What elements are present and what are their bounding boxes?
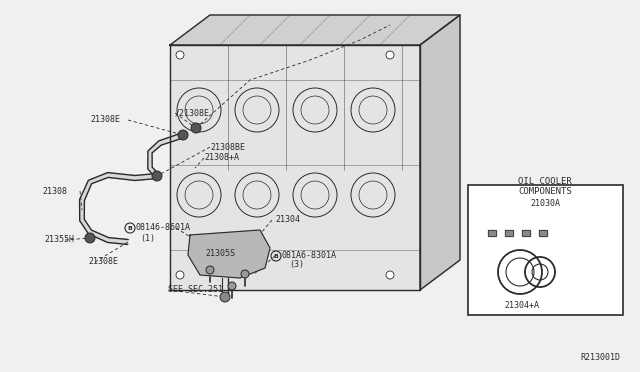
Polygon shape bbox=[505, 230, 513, 236]
Circle shape bbox=[228, 282, 236, 290]
Circle shape bbox=[85, 233, 95, 243]
Circle shape bbox=[241, 270, 249, 278]
Text: 21308+A: 21308+A bbox=[204, 154, 239, 163]
Polygon shape bbox=[170, 15, 460, 45]
Bar bbox=[468, 185, 623, 315]
Text: B: B bbox=[273, 253, 278, 259]
Polygon shape bbox=[488, 230, 496, 236]
Text: 21305S: 21305S bbox=[205, 248, 235, 257]
Text: 21304: 21304 bbox=[275, 215, 300, 224]
Text: 21308E: 21308E bbox=[90, 115, 120, 125]
Polygon shape bbox=[539, 230, 547, 236]
Polygon shape bbox=[79, 173, 157, 244]
Text: 21308E: 21308E bbox=[88, 257, 118, 266]
Text: OIL COOLER: OIL COOLER bbox=[518, 177, 572, 186]
Text: 08146-8601A: 08146-8601A bbox=[136, 224, 191, 232]
Polygon shape bbox=[522, 230, 530, 236]
Text: B: B bbox=[127, 225, 132, 231]
Text: COMPONENTS: COMPONENTS bbox=[518, 186, 572, 196]
Circle shape bbox=[176, 51, 184, 59]
Circle shape bbox=[176, 271, 184, 279]
Circle shape bbox=[178, 130, 188, 140]
Text: 21308BE: 21308BE bbox=[210, 142, 245, 151]
Polygon shape bbox=[148, 133, 184, 178]
Text: 081A6-8301A: 081A6-8301A bbox=[282, 251, 337, 260]
Text: 21304+A: 21304+A bbox=[504, 301, 540, 311]
Text: /21308E: /21308E bbox=[175, 109, 210, 118]
Polygon shape bbox=[170, 45, 420, 290]
Circle shape bbox=[191, 123, 201, 133]
Circle shape bbox=[220, 292, 230, 302]
Text: 21308: 21308 bbox=[42, 186, 67, 196]
Circle shape bbox=[152, 171, 162, 181]
Polygon shape bbox=[420, 15, 460, 290]
Text: R213001D: R213001D bbox=[580, 353, 620, 362]
Circle shape bbox=[386, 51, 394, 59]
Text: SEE SEC.251: SEE SEC.251 bbox=[168, 285, 223, 295]
Text: 21355H: 21355H bbox=[44, 235, 74, 244]
Text: 21030A: 21030A bbox=[530, 199, 560, 208]
Text: (1): (1) bbox=[140, 234, 155, 243]
Circle shape bbox=[386, 271, 394, 279]
Text: (3): (3) bbox=[289, 260, 304, 269]
Circle shape bbox=[206, 266, 214, 274]
Polygon shape bbox=[188, 230, 270, 278]
